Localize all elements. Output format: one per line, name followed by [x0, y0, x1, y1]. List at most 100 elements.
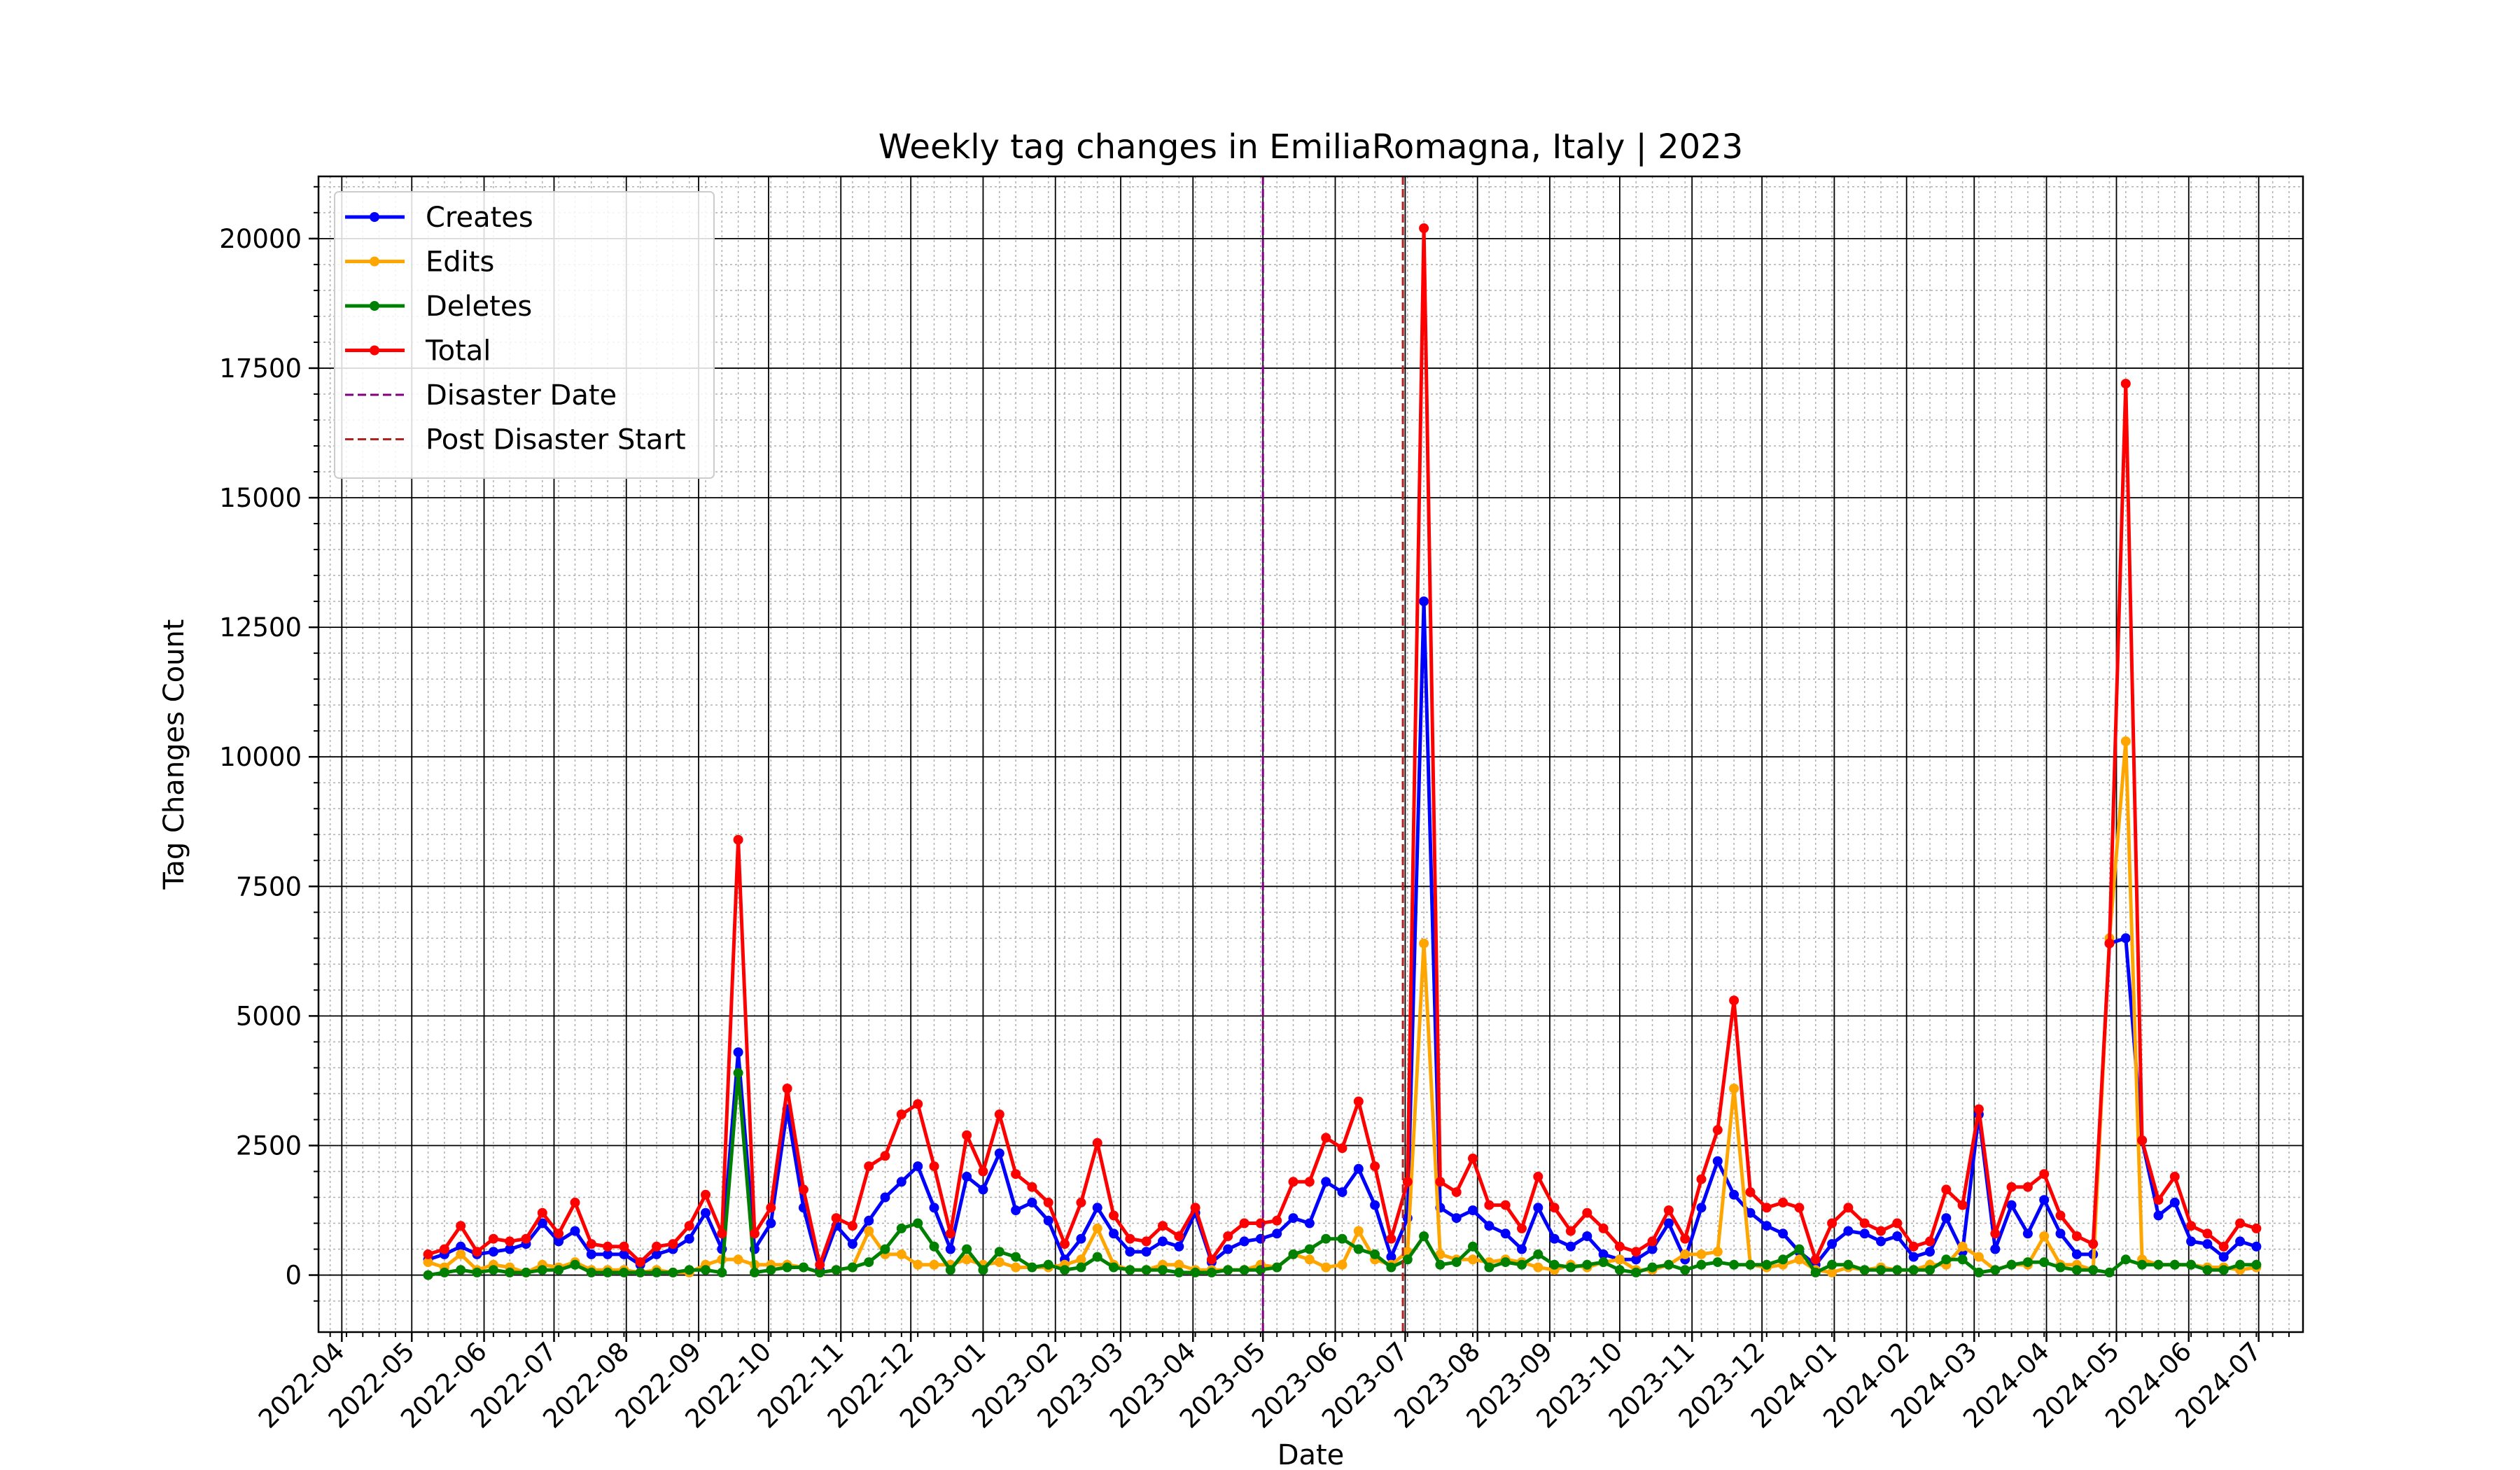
- data-point-creates: [978, 1184, 988, 1195]
- data-point-creates: [2235, 1236, 2246, 1247]
- y-tick-label: 10000: [219, 742, 302, 772]
- legend-box: [334, 191, 715, 479]
- data-point-deletes: [798, 1262, 808, 1273]
- data-point-creates: [1598, 1249, 1609, 1259]
- data-point-edits: [1794, 1254, 1805, 1265]
- y-tick-label: 5000: [236, 1001, 302, 1031]
- y-tick-label: 15000: [219, 483, 302, 513]
- data-point-edits: [1468, 1254, 1478, 1265]
- data-point-creates: [1337, 1187, 1348, 1198]
- data-point-edits: [1011, 1262, 1021, 1273]
- data-point-total: [652, 1241, 662, 1252]
- data-point-deletes: [2251, 1259, 2262, 1270]
- legend-marker-edits: [370, 256, 379, 267]
- data-point-deletes: [439, 1267, 449, 1278]
- data-point-creates: [733, 1047, 743, 1058]
- data-point-creates: [1745, 1208, 1756, 1218]
- data-point-total: [1941, 1184, 1952, 1195]
- legend-label-disaster-date: Disaster Date: [426, 379, 617, 412]
- data-point-total: [1957, 1200, 1968, 1210]
- data-point-total: [2071, 1231, 2082, 1241]
- data-point-creates: [1288, 1213, 1298, 1224]
- data-point-creates: [1892, 1231, 1903, 1241]
- data-point-deletes: [472, 1267, 482, 1278]
- data-point-edits: [1680, 1249, 1690, 1259]
- data-point-total: [1239, 1218, 1250, 1228]
- data-point-total: [1451, 1187, 1462, 1198]
- data-point-deletes: [766, 1265, 776, 1275]
- data-point-deletes: [554, 1265, 564, 1275]
- data-point-deletes: [2186, 1259, 2197, 1270]
- y-tick-label: 2500: [236, 1130, 302, 1161]
- data-point-deletes: [1663, 1259, 1674, 1270]
- data-point-deletes: [2071, 1265, 2082, 1275]
- data-point-creates: [1663, 1218, 1674, 1228]
- data-point-deletes: [1158, 1265, 1168, 1275]
- data-point-creates: [1582, 1231, 1592, 1241]
- data-point-creates: [537, 1218, 547, 1228]
- data-point-total: [1484, 1200, 1494, 1210]
- legend-label-post-disaster-start: Post Disaster Start: [426, 424, 686, 456]
- data-point-total: [1321, 1133, 1331, 1143]
- data-point-deletes: [2006, 1259, 2017, 1270]
- data-point-creates: [701, 1208, 710, 1218]
- data-point-deletes: [864, 1257, 874, 1268]
- data-point-creates: [1141, 1247, 1152, 1257]
- data-point-creates: [1043, 1215, 1054, 1226]
- data-point-deletes: [1109, 1262, 1119, 1273]
- data-point-total: [1517, 1223, 1527, 1233]
- data-point-total: [505, 1236, 515, 1247]
- data-point-deletes: [1843, 1259, 1854, 1270]
- data-point-deletes: [913, 1218, 923, 1228]
- data-point-creates: [1451, 1213, 1462, 1224]
- data-point-creates: [766, 1218, 776, 1228]
- data-point-deletes: [1125, 1265, 1135, 1275]
- data-point-total: [1973, 1104, 1984, 1114]
- data-point-deletes: [929, 1241, 939, 1252]
- data-point-total: [684, 1221, 694, 1231]
- data-point-deletes: [1451, 1257, 1462, 1268]
- data-point-edits: [913, 1259, 923, 1270]
- data-point-edits: [1076, 1254, 1086, 1265]
- legend-label-total: Total: [425, 335, 491, 368]
- data-point-total: [1582, 1208, 1592, 1218]
- data-point-deletes: [1549, 1259, 1560, 1270]
- data-point-total: [1370, 1161, 1380, 1172]
- y-tick-label: 12500: [219, 612, 302, 643]
- data-point-deletes: [1435, 1259, 1446, 1270]
- data-point-total: [2235, 1218, 2246, 1228]
- legend-marker-deletes: [370, 301, 379, 311]
- data-point-edits: [1973, 1252, 1984, 1262]
- data-point-creates: [1500, 1228, 1511, 1239]
- data-point-creates: [2218, 1252, 2229, 1262]
- data-point-total: [962, 1130, 972, 1140]
- data-point-deletes: [1941, 1254, 1952, 1265]
- data-point-total: [798, 1184, 808, 1195]
- data-point-total: [717, 1228, 727, 1239]
- data-point-deletes: [2202, 1265, 2213, 1275]
- data-point-total: [1109, 1210, 1119, 1221]
- data-point-creates: [1092, 1203, 1102, 1213]
- data-point-creates: [1386, 1252, 1396, 1262]
- data-point-total: [701, 1189, 710, 1200]
- data-point-total: [945, 1228, 955, 1239]
- data-point-deletes: [1174, 1267, 1184, 1278]
- data-point-total: [2120, 379, 2131, 389]
- data-point-edits: [1533, 1262, 1544, 1273]
- data-point-deletes: [1027, 1262, 1037, 1273]
- data-point-creates: [1353, 1163, 1364, 1174]
- data-point-deletes: [1582, 1259, 1592, 1270]
- data-point-deletes: [945, 1265, 955, 1275]
- data-point-creates: [994, 1148, 1004, 1158]
- data-point-deletes: [733, 1068, 743, 1078]
- data-point-creates: [1729, 1189, 1740, 1200]
- data-point-deletes: [2169, 1259, 2180, 1270]
- data-point-deletes: [619, 1267, 629, 1278]
- data-point-total: [1353, 1096, 1364, 1107]
- data-point-deletes: [1353, 1244, 1364, 1254]
- data-point-edits: [1419, 938, 1429, 948]
- data-point-creates: [554, 1236, 564, 1247]
- data-point-total: [766, 1203, 776, 1213]
- data-point-creates: [1941, 1213, 1952, 1224]
- data-point-total: [1419, 223, 1429, 233]
